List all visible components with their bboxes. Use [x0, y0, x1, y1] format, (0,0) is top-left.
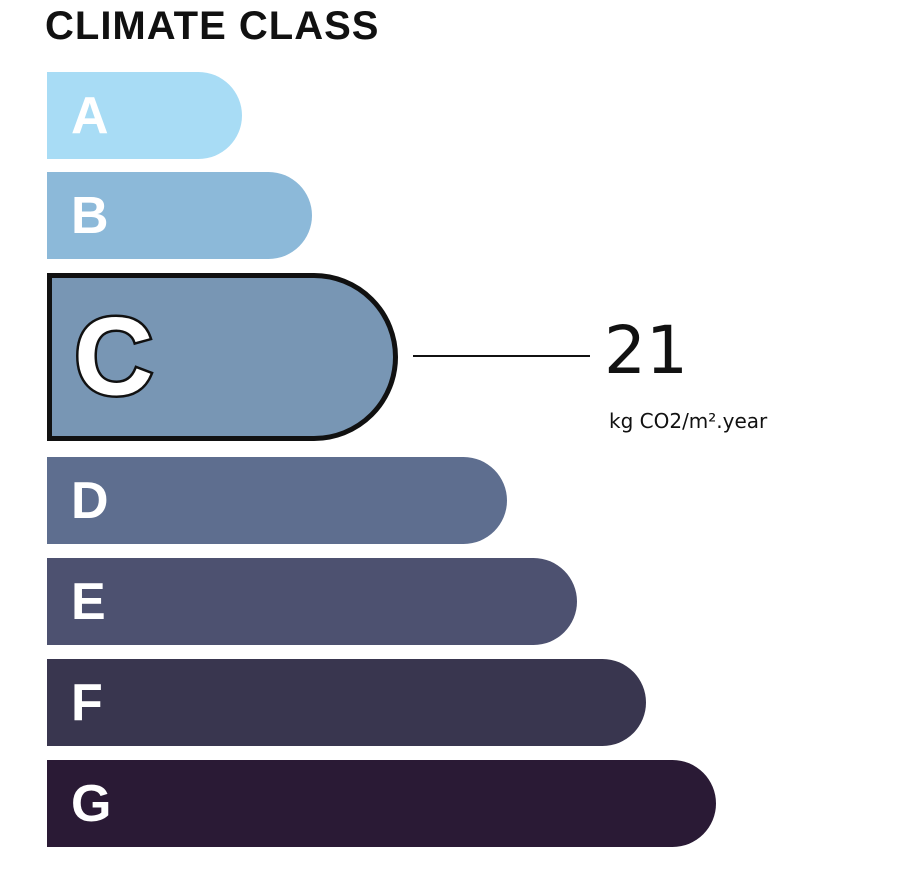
- leader-line: [413, 355, 590, 357]
- class-bar-f: F: [47, 659, 646, 746]
- class-letter: D: [71, 471, 109, 530]
- class-letter: E: [71, 572, 106, 631]
- emission-unit: kg CO2/m².year: [609, 409, 768, 433]
- class-letter: A: [71, 86, 109, 145]
- class-bar-g: G: [47, 760, 716, 847]
- class-letter: F: [71, 673, 103, 732]
- class-bar-e: E: [47, 558, 577, 645]
- class-bar-a: A: [47, 72, 242, 159]
- emission-value: 21: [604, 312, 688, 389]
- class-letter: G: [71, 774, 112, 833]
- class-letter: B: [71, 186, 109, 245]
- title: CLIMATE CLASS: [45, 4, 380, 48]
- class-bar-b: B: [47, 172, 312, 259]
- class-bar-d: D: [47, 457, 507, 544]
- class-bar-c-active: C: [47, 273, 398, 441]
- class-letter: C: [71, 293, 155, 421]
